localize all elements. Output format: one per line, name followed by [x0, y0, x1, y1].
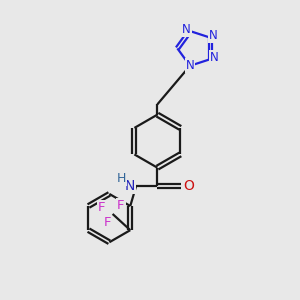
Text: N: N [186, 59, 194, 72]
Text: F: F [103, 216, 111, 229]
Text: N: N [182, 23, 191, 36]
Text: N: N [124, 179, 135, 193]
Text: H: H [117, 172, 126, 185]
Text: F: F [117, 199, 124, 212]
Text: N: N [210, 51, 218, 64]
Text: N: N [208, 29, 217, 42]
Text: O: O [183, 179, 194, 193]
Text: F: F [98, 201, 105, 214]
